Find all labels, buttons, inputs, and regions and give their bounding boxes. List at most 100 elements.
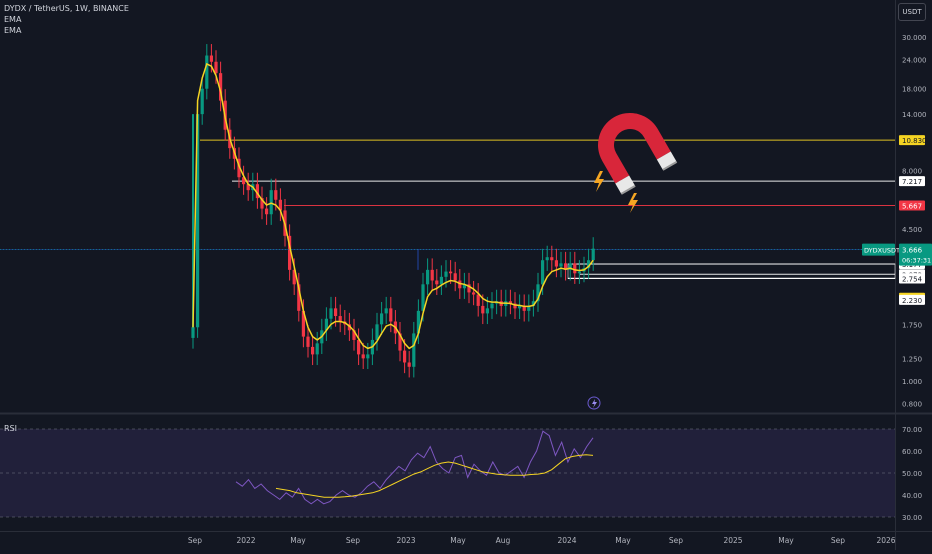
currency-unit-button[interactable]: USDT: [898, 3, 926, 21]
level-price-text: 7.217: [902, 178, 922, 186]
price-tick-label: 8.000: [902, 168, 922, 176]
candle-body: [214, 61, 218, 74]
candle-body: [338, 316, 342, 322]
candle-body: [531, 301, 535, 306]
candle-body: [541, 260, 545, 285]
candle-body: [292, 269, 296, 285]
candle-body: [269, 190, 273, 215]
candle-body: [522, 305, 526, 311]
rsi-tick-label: 50.00: [902, 470, 922, 478]
candle-body: [288, 235, 292, 270]
candle-body: [200, 88, 204, 115]
ema-legend-1[interactable]: EMA: [4, 15, 22, 24]
price-tick-label: 14.000: [902, 111, 927, 119]
price-tick-label: 0.800: [902, 400, 922, 408]
candle-body: [550, 257, 554, 261]
candle-body: [347, 324, 351, 331]
time-tick-label: 2022: [236, 536, 255, 545]
candle-body: [559, 263, 563, 267]
candle-body: [485, 308, 489, 314]
time-tick-label: 2023: [396, 536, 415, 545]
candle-body: [297, 284, 301, 311]
time-tick-label: May: [778, 536, 794, 545]
candle-body: [439, 276, 443, 285]
time-tick-label: May: [615, 536, 631, 545]
ema-line: [192, 62, 594, 350]
level-price-text: 2.754: [902, 276, 923, 284]
candle-body: [412, 333, 416, 367]
rsi-tick-label: 70.00: [902, 426, 922, 434]
candle-body: [375, 324, 379, 340]
candle-body: [389, 308, 393, 322]
candle-body: [352, 330, 356, 340]
symbol-title[interactable]: DYDX / TetherUS, 1W, BINANCE: [4, 4, 129, 13]
level-price-text: 10.830: [902, 137, 927, 145]
time-tick-label: Aug: [496, 536, 511, 545]
time-tick-label: Sep: [831, 536, 845, 545]
rsi-ma-line: [275, 454, 594, 498]
candle-body: [536, 284, 540, 302]
price-tick-label: 4.500: [902, 226, 922, 234]
candle-body: [380, 313, 384, 325]
candle-body: [545, 257, 549, 261]
candle-body: [444, 271, 448, 277]
last-price-text: 3.666: [902, 247, 923, 255]
candle-body: [274, 190, 278, 200]
chart-legend: DYDX / TetherUS, 1W, BINANCE EMA EMA: [4, 3, 129, 36]
candle-body: [260, 198, 264, 209]
candle-body: [564, 263, 568, 270]
price-tick-label: 18.000: [902, 86, 927, 94]
time-tick-label: May: [290, 536, 306, 545]
time-tick-label: Sep: [346, 536, 360, 545]
candle-body: [398, 333, 402, 351]
level-price-text: 5.667: [902, 203, 922, 211]
rsi-tick-label: 30.00: [902, 514, 922, 522]
time-tick-label: 2026: [876, 536, 895, 545]
candle-body: [426, 269, 430, 285]
candle-body: [467, 284, 471, 293]
ema-legend-2[interactable]: EMA: [4, 26, 22, 35]
candle-body: [301, 310, 305, 337]
candle-body: [527, 305, 531, 311]
candle-body: [449, 271, 453, 274]
time-axis[interactable]: Sep 2022 May Sep 2023 May Aug 2024 May Sep 2025 May…: [188, 536, 896, 545]
candle-body: [518, 305, 522, 309]
candle-body: [591, 248, 595, 261]
candle-body: [430, 269, 434, 281]
price-tick-label: 1.250: [902, 355, 922, 363]
candle-body: [246, 184, 250, 191]
candle-body: [577, 271, 581, 274]
candle-body: [587, 260, 591, 269]
candle-body: [407, 362, 411, 367]
candle-body: [384, 308, 388, 314]
candle-body: [513, 303, 517, 309]
candle-body: [209, 55, 213, 62]
candle-body: [421, 284, 425, 311]
price-tick-label: 1.750: [902, 321, 922, 329]
candle-body: [458, 280, 462, 289]
lightning-icon: [594, 171, 604, 192]
candle-body: [242, 177, 246, 185]
candle-body: [315, 343, 319, 355]
candle-body: [366, 354, 370, 359]
last-price-label: [899, 243, 932, 266]
candle-body: [205, 55, 209, 89]
candle-body: [573, 263, 577, 274]
time-tick-label: Sep: [188, 536, 202, 545]
lightning-icon: [628, 193, 638, 213]
magnet-icon: [598, 113, 678, 195]
candle-body: [361, 354, 365, 359]
rsi-pane[interactable]: 70.00 60.00 50.00 40.00 30.00: [0, 426, 922, 522]
alert-icon[interactable]: [587, 396, 601, 410]
candle-body: [311, 346, 315, 355]
price-axis[interactable]: 30.000 24.000 18.000 14.000 8.000 4.500 1.750 1…: [0, 34, 932, 408]
rsi-legend[interactable]: RSI: [4, 424, 17, 433]
candle-body: [306, 336, 310, 347]
candle-body: [435, 280, 439, 285]
candle-body: [255, 184, 259, 199]
candle-body: [403, 350, 407, 363]
rsi-tick-label: 40.00: [902, 492, 922, 500]
time-tick-label: May: [450, 536, 466, 545]
